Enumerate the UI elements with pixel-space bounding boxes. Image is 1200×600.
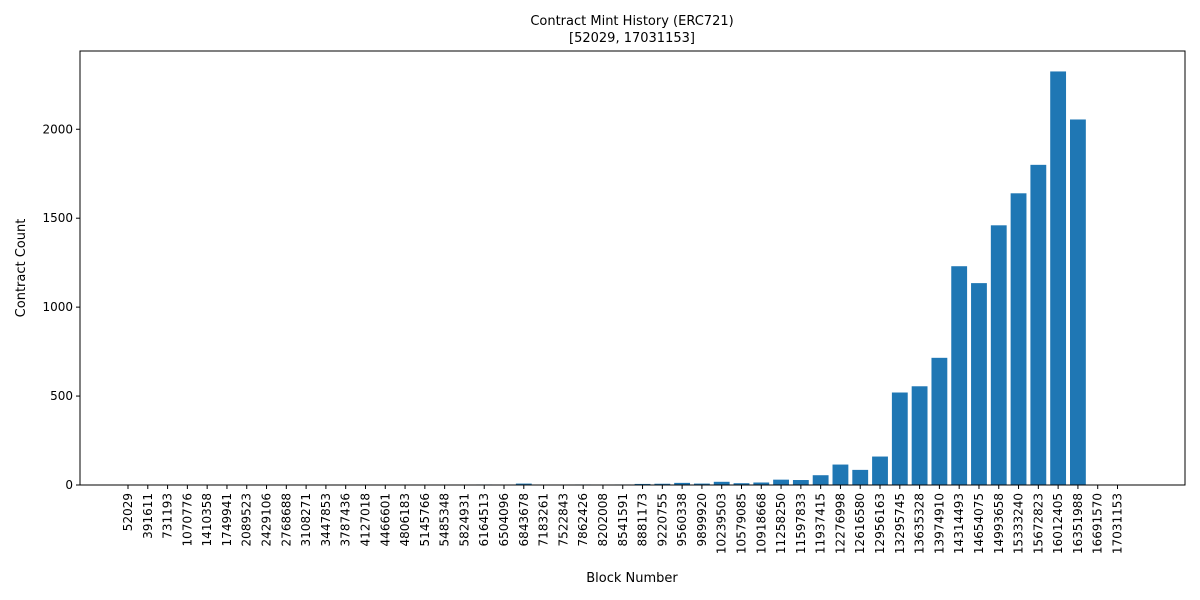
bar [951, 266, 968, 485]
x-tick-label: 10918668 [754, 493, 768, 554]
x-tick-label: 6504096 [497, 493, 511, 546]
bar [713, 481, 730, 485]
x-tick-label: 6164513 [477, 493, 491, 546]
x-tick-label: 3787436 [339, 493, 353, 546]
x-tick-label: 13295745 [893, 493, 907, 554]
bars-group [456, 71, 1086, 486]
x-tick-label: 11937415 [814, 493, 828, 554]
x-tick-label: 11597833 [794, 493, 808, 554]
x-tick-label: 10239503 [715, 493, 729, 554]
x-tick-label: 7522843 [556, 493, 570, 546]
x-tick-label: 15333240 [1012, 493, 1026, 554]
x-tick-label: 1410358 [200, 493, 214, 546]
x-tick-label: 16351988 [1071, 493, 1085, 554]
bar [812, 475, 829, 485]
plot-frame [79, 50, 1186, 486]
y-axis-label: Contract Count [14, 219, 29, 318]
x-axis-ticks: 52029 391611 731193 1070776 1410358 1749941 20… [121, 485, 1125, 554]
x-tick-label: 12276998 [833, 493, 847, 554]
bar [693, 483, 710, 485]
bar [971, 283, 987, 485]
x-tick-label: 1749941 [220, 493, 234, 546]
x-tick-label: 16012405 [1051, 493, 1065, 554]
y-tick-label: 0 [65, 478, 73, 492]
x-tick-label: 10579085 [734, 493, 748, 554]
x-tick-label: 3108271 [299, 493, 313, 546]
x-tick-label: 15672823 [1031, 493, 1045, 554]
y-tick-label: 1500 [42, 211, 73, 225]
x-tick-label: 14993658 [992, 493, 1006, 554]
x-tick-label: 7862426 [576, 493, 590, 546]
bar [733, 483, 750, 485]
bar [1070, 119, 1086, 485]
bar [654, 483, 671, 485]
chart-subtitle: [52029, 17031153] [569, 31, 695, 46]
bar [832, 464, 849, 485]
bar [1010, 193, 1027, 486]
y-tick-label: 500 [50, 389, 73, 403]
x-axis-label: Block Number [586, 571, 678, 586]
bar [1030, 164, 1047, 485]
x-tick-label: 12956163 [873, 493, 887, 554]
x-tick-label: 14314493 [952, 493, 966, 554]
bar [911, 386, 928, 485]
x-tick-label: 5824931 [457, 493, 471, 546]
bar [872, 456, 888, 485]
y-tick-label: 2000 [42, 122, 73, 136]
bar [773, 479, 789, 485]
bar [891, 392, 908, 485]
x-tick-label: 8881173 [636, 493, 650, 546]
x-tick-label: 7183261 [537, 493, 551, 546]
x-tick-label: 5145766 [418, 493, 432, 546]
bar [792, 480, 809, 485]
x-tick-label: 13635328 [913, 493, 927, 554]
x-tick-label: 9899920 [695, 493, 709, 546]
chart-title: Contract Mint History (ERC721) [530, 14, 733, 29]
x-tick-label: 12616580 [853, 493, 867, 554]
x-tick-label: 9560338 [675, 493, 689, 546]
x-tick-label: 13974910 [932, 493, 946, 554]
x-tick-label: 16691570 [1091, 493, 1105, 554]
x-tick-label: 17031153 [1111, 493, 1125, 554]
x-tick-label: 11258250 [774, 493, 788, 554]
x-tick-label: 5485348 [438, 493, 452, 546]
x-tick-label: 2768688 [279, 493, 293, 546]
bar [515, 483, 532, 485]
y-tick-label: 1000 [42, 300, 73, 314]
x-tick-label: 4466601 [378, 493, 392, 546]
x-tick-label: 1070776 [180, 493, 194, 546]
x-tick-label: 4806183 [398, 493, 412, 546]
x-tick-label: 9220755 [655, 493, 669, 546]
x-tick-label: 4127018 [358, 493, 372, 546]
bar [634, 483, 651, 485]
x-tick-label: 391611 [141, 493, 155, 539]
x-tick-label: 3447853 [319, 493, 333, 546]
x-tick-label: 14654075 [972, 493, 986, 554]
x-tick-label: 2089523 [240, 493, 254, 546]
bar [674, 482, 691, 485]
bar [1050, 71, 1067, 485]
bar [753, 482, 770, 485]
x-tick-label: 8541591 [616, 493, 630, 546]
bar [990, 225, 1007, 485]
x-tick-label: 52029 [121, 493, 135, 531]
x-tick-label: 2429106 [260, 493, 274, 546]
bar [931, 357, 948, 485]
x-tick-label: 731193 [161, 493, 175, 539]
y-axis-ticks: 0 500 1000 1500 2000 [42, 122, 80, 492]
x-tick-label: 8202008 [596, 493, 610, 546]
x-tick-label: 6843678 [517, 493, 531, 546]
bar [852, 469, 869, 485]
